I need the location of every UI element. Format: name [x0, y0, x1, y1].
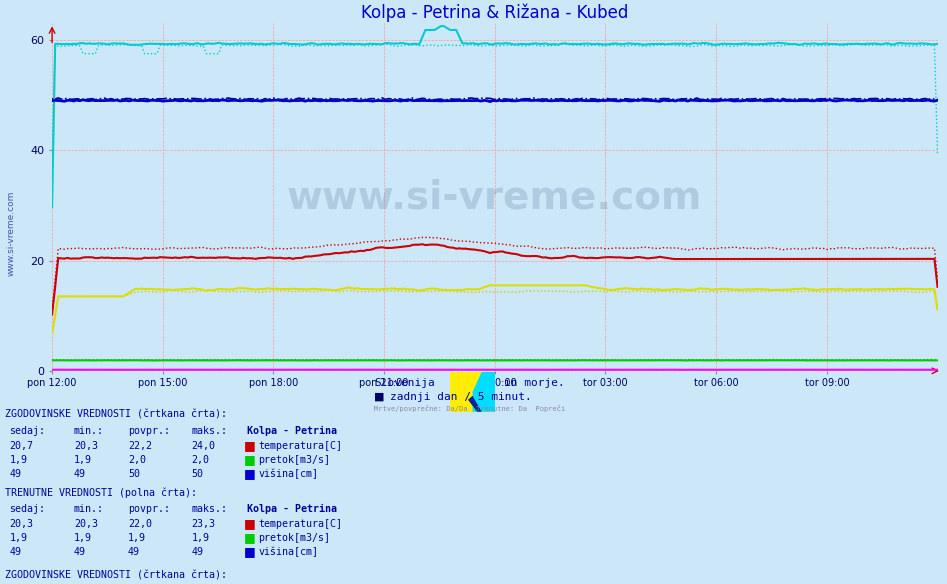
- Text: Kolpa - Petrina: Kolpa - Petrina: [247, 426, 337, 436]
- Text: temperatura[C]: temperatura[C]: [259, 519, 343, 529]
- Text: 2,0: 2,0: [191, 455, 209, 465]
- Text: pretok[m3/s]: pretok[m3/s]: [259, 533, 331, 543]
- Text: ■: ■: [244, 517, 256, 530]
- Text: Mrtve/povprečne: Da/Da  Trenutne: Da  Popreči: Mrtve/povprečne: Da/Da Trenutne: Da Popr…: [374, 405, 565, 412]
- Text: Kolpa - Petrina: Kolpa - Petrina: [247, 504, 337, 514]
- Text: temperatura[C]: temperatura[C]: [259, 441, 343, 451]
- Text: 20,7: 20,7: [9, 441, 33, 451]
- Text: 1,9: 1,9: [9, 455, 27, 465]
- Text: min.:: min.:: [74, 504, 104, 514]
- Text: 49: 49: [9, 547, 22, 557]
- Text: 49: 49: [74, 469, 86, 479]
- Text: 1,9: 1,9: [74, 455, 92, 465]
- Text: povpr.:: povpr.:: [128, 426, 170, 436]
- Text: 2,0: 2,0: [128, 455, 146, 465]
- Text: sedaj:: sedaj:: [9, 504, 45, 514]
- Text: 22,2: 22,2: [128, 441, 152, 451]
- Text: višina[cm]: višina[cm]: [259, 469, 318, 479]
- Text: www.si-vreme.com: www.si-vreme.com: [7, 191, 16, 276]
- Polygon shape: [473, 372, 495, 412]
- Text: Slovenija: Slovenija: [374, 377, 435, 388]
- Polygon shape: [468, 396, 482, 412]
- Text: ■: ■: [244, 453, 256, 466]
- Text: ■: ■: [244, 467, 256, 480]
- Text: zadnji dan / 5 minut.: zadnji dan / 5 minut.: [390, 392, 532, 402]
- Text: maks.:: maks.:: [191, 504, 227, 514]
- Text: sedaj:: sedaj:: [9, 426, 45, 436]
- Text: ZGODOVINSKE VREDNOSTI (črtkana črta):: ZGODOVINSKE VREDNOSTI (črtkana črta):: [5, 570, 226, 580]
- Text: ■: ■: [244, 531, 256, 544]
- Title: Kolpa - Petrina & Rižana - Kubed: Kolpa - Petrina & Rižana - Kubed: [361, 4, 629, 22]
- Text: maks.:: maks.:: [191, 426, 227, 436]
- Text: povpr.:: povpr.:: [128, 504, 170, 514]
- Text: pretok[m3/s]: pretok[m3/s]: [259, 455, 331, 465]
- Text: 49: 49: [9, 469, 22, 479]
- Text: min.:: min.:: [74, 426, 104, 436]
- Text: 20,3: 20,3: [74, 441, 98, 451]
- Text: višina[cm]: višina[cm]: [259, 547, 318, 557]
- Text: 1,9: 1,9: [128, 533, 146, 543]
- Text: 50: 50: [128, 469, 140, 479]
- Text: ■: ■: [244, 439, 256, 452]
- Text: 23,3: 23,3: [191, 519, 215, 529]
- Text: www.si-vreme.com: www.si-vreme.com: [287, 178, 703, 216]
- Text: 49: 49: [128, 547, 140, 557]
- Text: ■: ■: [244, 545, 256, 558]
- Text: 20,3: 20,3: [74, 519, 98, 529]
- Text: ■: ■: [374, 392, 384, 402]
- Text: 1,9: 1,9: [9, 533, 27, 543]
- Text: 49: 49: [191, 547, 204, 557]
- Text: 20,3: 20,3: [9, 519, 33, 529]
- Text: 22,0: 22,0: [128, 519, 152, 529]
- Text: 49: 49: [74, 547, 86, 557]
- Text: 1,9: 1,9: [191, 533, 209, 543]
- Text: TRENUTNE VREDNOSTI (polna črta):: TRENUTNE VREDNOSTI (polna črta):: [5, 487, 197, 498]
- Text: 1,9: 1,9: [74, 533, 92, 543]
- Text: 24,0: 24,0: [191, 441, 215, 451]
- Text: 50: 50: [191, 469, 204, 479]
- Text: ZGODOVINSKE VREDNOSTI (črtkana črta):: ZGODOVINSKE VREDNOSTI (črtkana črta):: [5, 409, 226, 419]
- Text: in morje.: in morje.: [504, 377, 564, 388]
